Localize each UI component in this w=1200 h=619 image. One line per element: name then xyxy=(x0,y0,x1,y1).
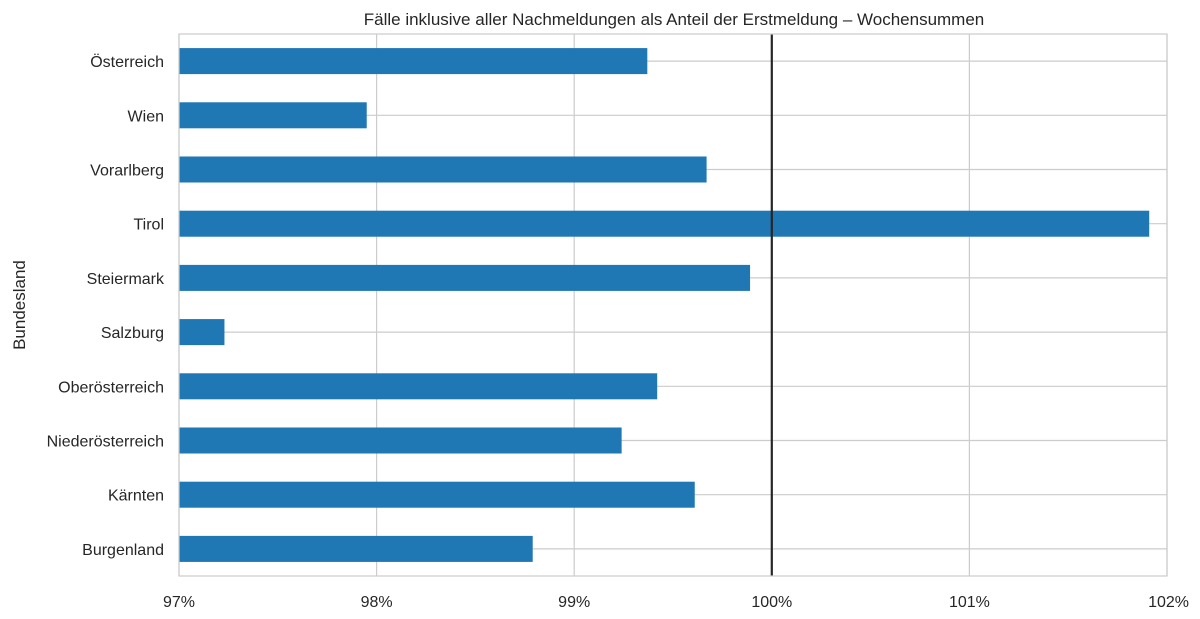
bar xyxy=(179,535,533,562)
plot-frame xyxy=(178,33,1168,577)
y-tick-label: Österreich xyxy=(90,53,164,71)
y-tick-label: Wien xyxy=(128,108,164,125)
bar xyxy=(179,156,707,183)
x-tick-labels: 97% 98% 99% 100% 101% 102% xyxy=(163,594,1189,611)
bar xyxy=(179,427,622,454)
x-tick-label: 98% xyxy=(361,594,393,611)
x-tick-label: 102% xyxy=(1148,594,1189,611)
y-tick-label: Niederösterreich xyxy=(47,434,164,451)
bar xyxy=(179,319,225,346)
y-tick-label: Vorarlberg xyxy=(90,163,164,180)
y-tick-label: Tirol xyxy=(133,217,164,234)
x-tick-label: 100% xyxy=(751,594,792,611)
chart-title: Fälle inklusive aller Nachmeldungen als … xyxy=(364,10,985,29)
y-tick-label: Burgenland xyxy=(82,542,164,559)
y-tick-label: Steiermark xyxy=(87,271,165,288)
y-tick-label: Kärnten xyxy=(108,488,164,505)
bar xyxy=(179,102,367,129)
x-tick-label: 97% xyxy=(163,594,195,611)
bars xyxy=(179,48,1150,562)
y-tick-label: Oberösterreich xyxy=(58,379,164,396)
x-tick-label: 99% xyxy=(558,594,590,611)
bar xyxy=(179,373,658,400)
y-tick-labels: Österreich Wien Vorarlberg Tirol Steiermark S… xyxy=(47,53,165,559)
y-tick-label: Salzburg xyxy=(101,325,164,342)
bar xyxy=(179,481,695,508)
bar xyxy=(179,48,648,75)
x-tick-label: 101% xyxy=(949,594,990,611)
bar xyxy=(179,210,1150,237)
y-axis-label: Bundesland xyxy=(10,260,29,350)
bar xyxy=(179,264,751,291)
